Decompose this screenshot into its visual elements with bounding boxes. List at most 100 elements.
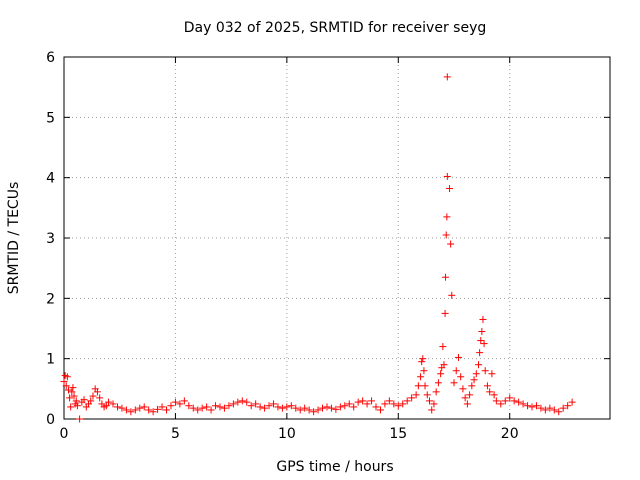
data-point <box>278 404 286 412</box>
data-point <box>423 391 431 399</box>
data-point <box>127 408 135 416</box>
data-point <box>399 400 407 408</box>
data-point <box>220 404 228 412</box>
data-point <box>66 394 74 402</box>
data-point <box>559 404 567 412</box>
data-point <box>390 400 398 408</box>
y-tick-label: 4 <box>46 171 55 187</box>
data-point <box>537 404 545 412</box>
data-point <box>506 394 514 402</box>
data-point <box>481 367 489 375</box>
data-point <box>477 337 485 345</box>
data-point <box>448 291 456 299</box>
y-tick-label: 1 <box>46 352 55 368</box>
data-point <box>480 340 488 348</box>
data-point <box>62 382 70 390</box>
data-point <box>359 397 367 405</box>
data-point <box>310 408 318 416</box>
data-point <box>428 406 436 414</box>
data-point <box>180 397 188 405</box>
data-point <box>216 403 224 411</box>
data-point <box>419 355 427 363</box>
data-point <box>441 309 449 317</box>
data-point <box>102 402 110 410</box>
data-point <box>247 402 255 410</box>
data-point <box>96 394 104 402</box>
data-point <box>345 400 353 408</box>
data-point <box>154 405 162 413</box>
y-tick-label: 6 <box>46 50 55 66</box>
data-point <box>452 367 460 375</box>
data-point <box>301 404 309 412</box>
data-point <box>109 400 117 408</box>
data-point <box>70 392 78 400</box>
data-point <box>470 376 478 384</box>
data-point <box>446 185 454 193</box>
data-point <box>319 404 327 412</box>
data-point <box>194 406 202 414</box>
data-point <box>363 400 371 408</box>
data-point <box>131 406 139 414</box>
data-point <box>479 315 487 323</box>
data-point <box>189 404 197 412</box>
y-tick-label: 5 <box>46 110 55 126</box>
data-point <box>430 400 438 408</box>
data-point <box>158 403 166 411</box>
data-point <box>60 378 68 386</box>
x-axis-label: GPS time / hours <box>276 459 393 475</box>
data-point <box>212 402 220 410</box>
data-point <box>418 358 426 366</box>
data-point <box>515 398 523 406</box>
data-point <box>76 415 84 423</box>
data-point <box>80 396 88 404</box>
data-point <box>145 406 153 414</box>
data-point <box>394 402 402 410</box>
data-point <box>332 405 340 413</box>
data-point <box>265 402 273 410</box>
data-point <box>136 404 144 412</box>
y-tick-label: 0 <box>46 412 55 428</box>
y-axis-label: SRMTID / TECUs <box>6 182 22 295</box>
data-point <box>229 400 237 408</box>
data-point <box>314 406 322 414</box>
x-tick-label: 10 <box>278 426 296 442</box>
data-point <box>483 382 491 390</box>
data-point <box>466 391 474 399</box>
data-point <box>403 397 411 405</box>
data-point <box>381 400 389 408</box>
data-point <box>440 361 448 369</box>
data-point <box>171 398 179 406</box>
data-point <box>414 382 422 390</box>
x-tick-label: 15 <box>389 426 407 442</box>
data-point <box>468 382 476 390</box>
data-point <box>63 373 71 381</box>
data-point <box>421 382 429 390</box>
data-point <box>118 404 126 412</box>
data-point <box>292 404 300 412</box>
data-point <box>238 397 246 405</box>
data-point <box>524 402 532 410</box>
data-point <box>459 385 467 393</box>
data-point <box>234 398 242 406</box>
x-tick-label: 5 <box>171 426 180 442</box>
data-point <box>442 273 450 281</box>
data-point <box>478 328 486 336</box>
data-point <box>385 397 393 405</box>
data-point <box>546 404 554 412</box>
chart-title: Day 032 of 2025, SRMTID for receiver sey… <box>184 20 487 36</box>
data-point <box>140 403 148 411</box>
gridlines <box>64 57 610 419</box>
data-point <box>198 404 206 412</box>
data-point <box>476 349 484 357</box>
data-point <box>443 172 451 180</box>
data-point <box>225 402 233 410</box>
data-point <box>243 398 251 406</box>
data-point <box>532 402 540 410</box>
data-point <box>163 406 171 414</box>
data-point <box>439 343 447 351</box>
data-point <box>475 361 483 369</box>
data-point <box>336 403 344 411</box>
data-point <box>149 408 157 416</box>
data-point <box>73 402 81 410</box>
